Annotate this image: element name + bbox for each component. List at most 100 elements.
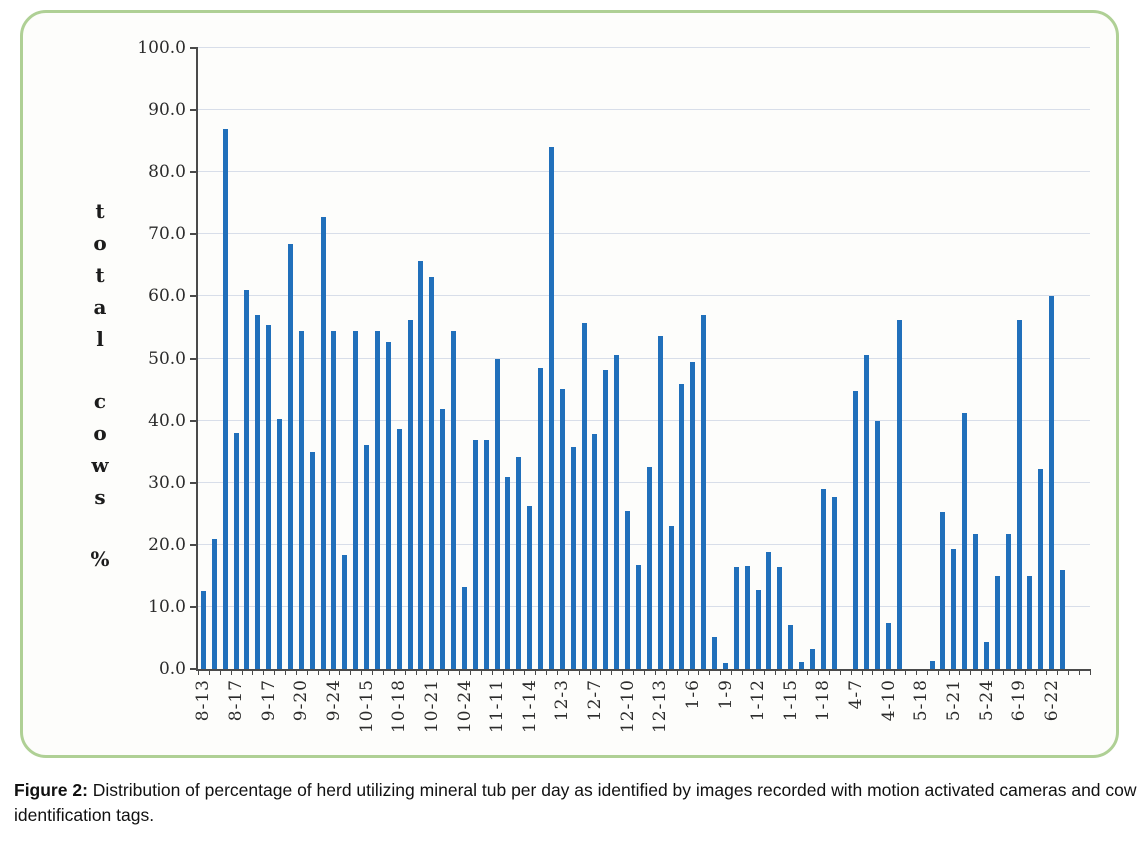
x-axis-tick-label: 9-17 [258,679,279,722]
x-axis-tick [687,669,689,675]
x-axis-tick [1057,669,1059,675]
x-axis-tick-label: 6-22 [1041,679,1062,722]
y-axis-tick-label: 90.0 [148,100,186,121]
bar-slot [666,48,677,669]
x-axis-tick [654,669,656,675]
bar-slot [198,48,209,669]
x-axis-tick [393,669,395,675]
x-axis-tick [274,669,276,675]
bar [614,355,620,669]
bar-slot [557,48,568,669]
x-axis-tick [741,669,743,675]
bar [548,146,554,669]
x-axis-tick [1046,669,1048,675]
bar [1049,296,1055,669]
x-axis-tick-label: 12-13 [650,679,671,734]
bar [222,128,228,669]
y-axis-title-word-gap [85,513,115,543]
x-axis-tick [241,669,243,675]
x-axis-tick [731,669,733,675]
x-axis-tick [981,669,983,675]
y-axis-tick [190,171,198,174]
bar-slot [405,48,416,669]
bar-slot [263,48,274,669]
gridline [198,543,1090,545]
bar [690,362,696,669]
bar-slot [1046,48,1057,669]
x-axis-tick [1035,669,1037,675]
figure-caption-text: Distribution of percentage of herd utili… [14,779,1137,825]
x-axis-tick-label: 12-7 [585,679,606,722]
bar-slot [600,48,611,669]
bar [385,342,391,669]
gridline [198,109,1090,111]
bar-slot [1079,48,1090,669]
bar [646,467,652,669]
bar [744,565,750,669]
bar-slot [818,48,829,669]
bar-slot [579,48,590,669]
x-axis-tick-label: 12-3 [552,679,573,722]
bars-layer [198,48,1090,669]
x-axis-tick [633,669,635,675]
bar [1038,469,1044,669]
x-axis-tick [350,669,352,675]
x-axis-tick [915,669,917,675]
bar [853,390,859,669]
x-axis-tick [948,669,950,675]
bar [679,383,685,669]
y-axis-tick-label: 30.0 [148,472,186,493]
x-axis-tick [1013,669,1015,675]
x-axis-tick-label: 6-19 [1009,679,1030,722]
x-axis-tick-label: 8-17 [226,679,247,722]
bar-slot [437,48,448,669]
bar [581,323,587,669]
x-axis-tick [328,669,330,675]
bar-slot [1025,48,1036,669]
x-axis-tick [698,669,700,675]
bar-slot [938,48,949,669]
bar-slot [394,48,405,669]
x-axis-tick-label: 10-21 [421,679,442,734]
x-axis-tick [546,669,548,675]
bar [244,290,250,669]
y-axis-tick [190,295,198,298]
bar-slot [622,48,633,669]
bar-slot [644,48,655,669]
bar [200,591,206,669]
bar [538,368,544,669]
x-axis-tick [382,669,384,675]
chart-border-box: t o t a l c o w s% 0.0 10.0 20.0 30.0 40.0 50.0 60.0 70… [20,10,1119,758]
bar-slot [774,48,785,669]
bar-slot [1057,48,1068,669]
gridline [198,419,1090,421]
y-axis-title-letter: w [91,453,109,477]
x-axis-tick [1024,669,1026,675]
bar-slot [916,48,927,669]
bar-slot [590,48,601,669]
y-axis-tick-label: 60.0 [148,286,186,307]
x-axis-tick [970,669,972,675]
bar [701,315,707,669]
bar [755,590,761,669]
y-axis-title-letter: c [93,389,107,413]
figure-label: Figure 2: [14,779,88,800]
bar-slot [1003,48,1014,669]
y-axis-tick-label: 40.0 [148,410,186,431]
bar [875,420,881,669]
x-axis-tick [285,669,287,675]
bar-slot [992,48,1003,669]
bar-slot [796,48,807,669]
y-axis-title-letter: o [93,421,107,445]
x-axis-tick [317,669,319,675]
x-axis-tick-label: 1-6 [682,679,703,710]
gridline [198,171,1090,173]
bar-slot [481,48,492,669]
x-axis-tick [469,669,471,675]
x-axis-tick [589,669,591,675]
x-axis-tick [208,669,210,675]
x-axis-tick [828,669,830,675]
x-axis-tick [720,669,722,675]
y-axis-tick [190,605,198,608]
